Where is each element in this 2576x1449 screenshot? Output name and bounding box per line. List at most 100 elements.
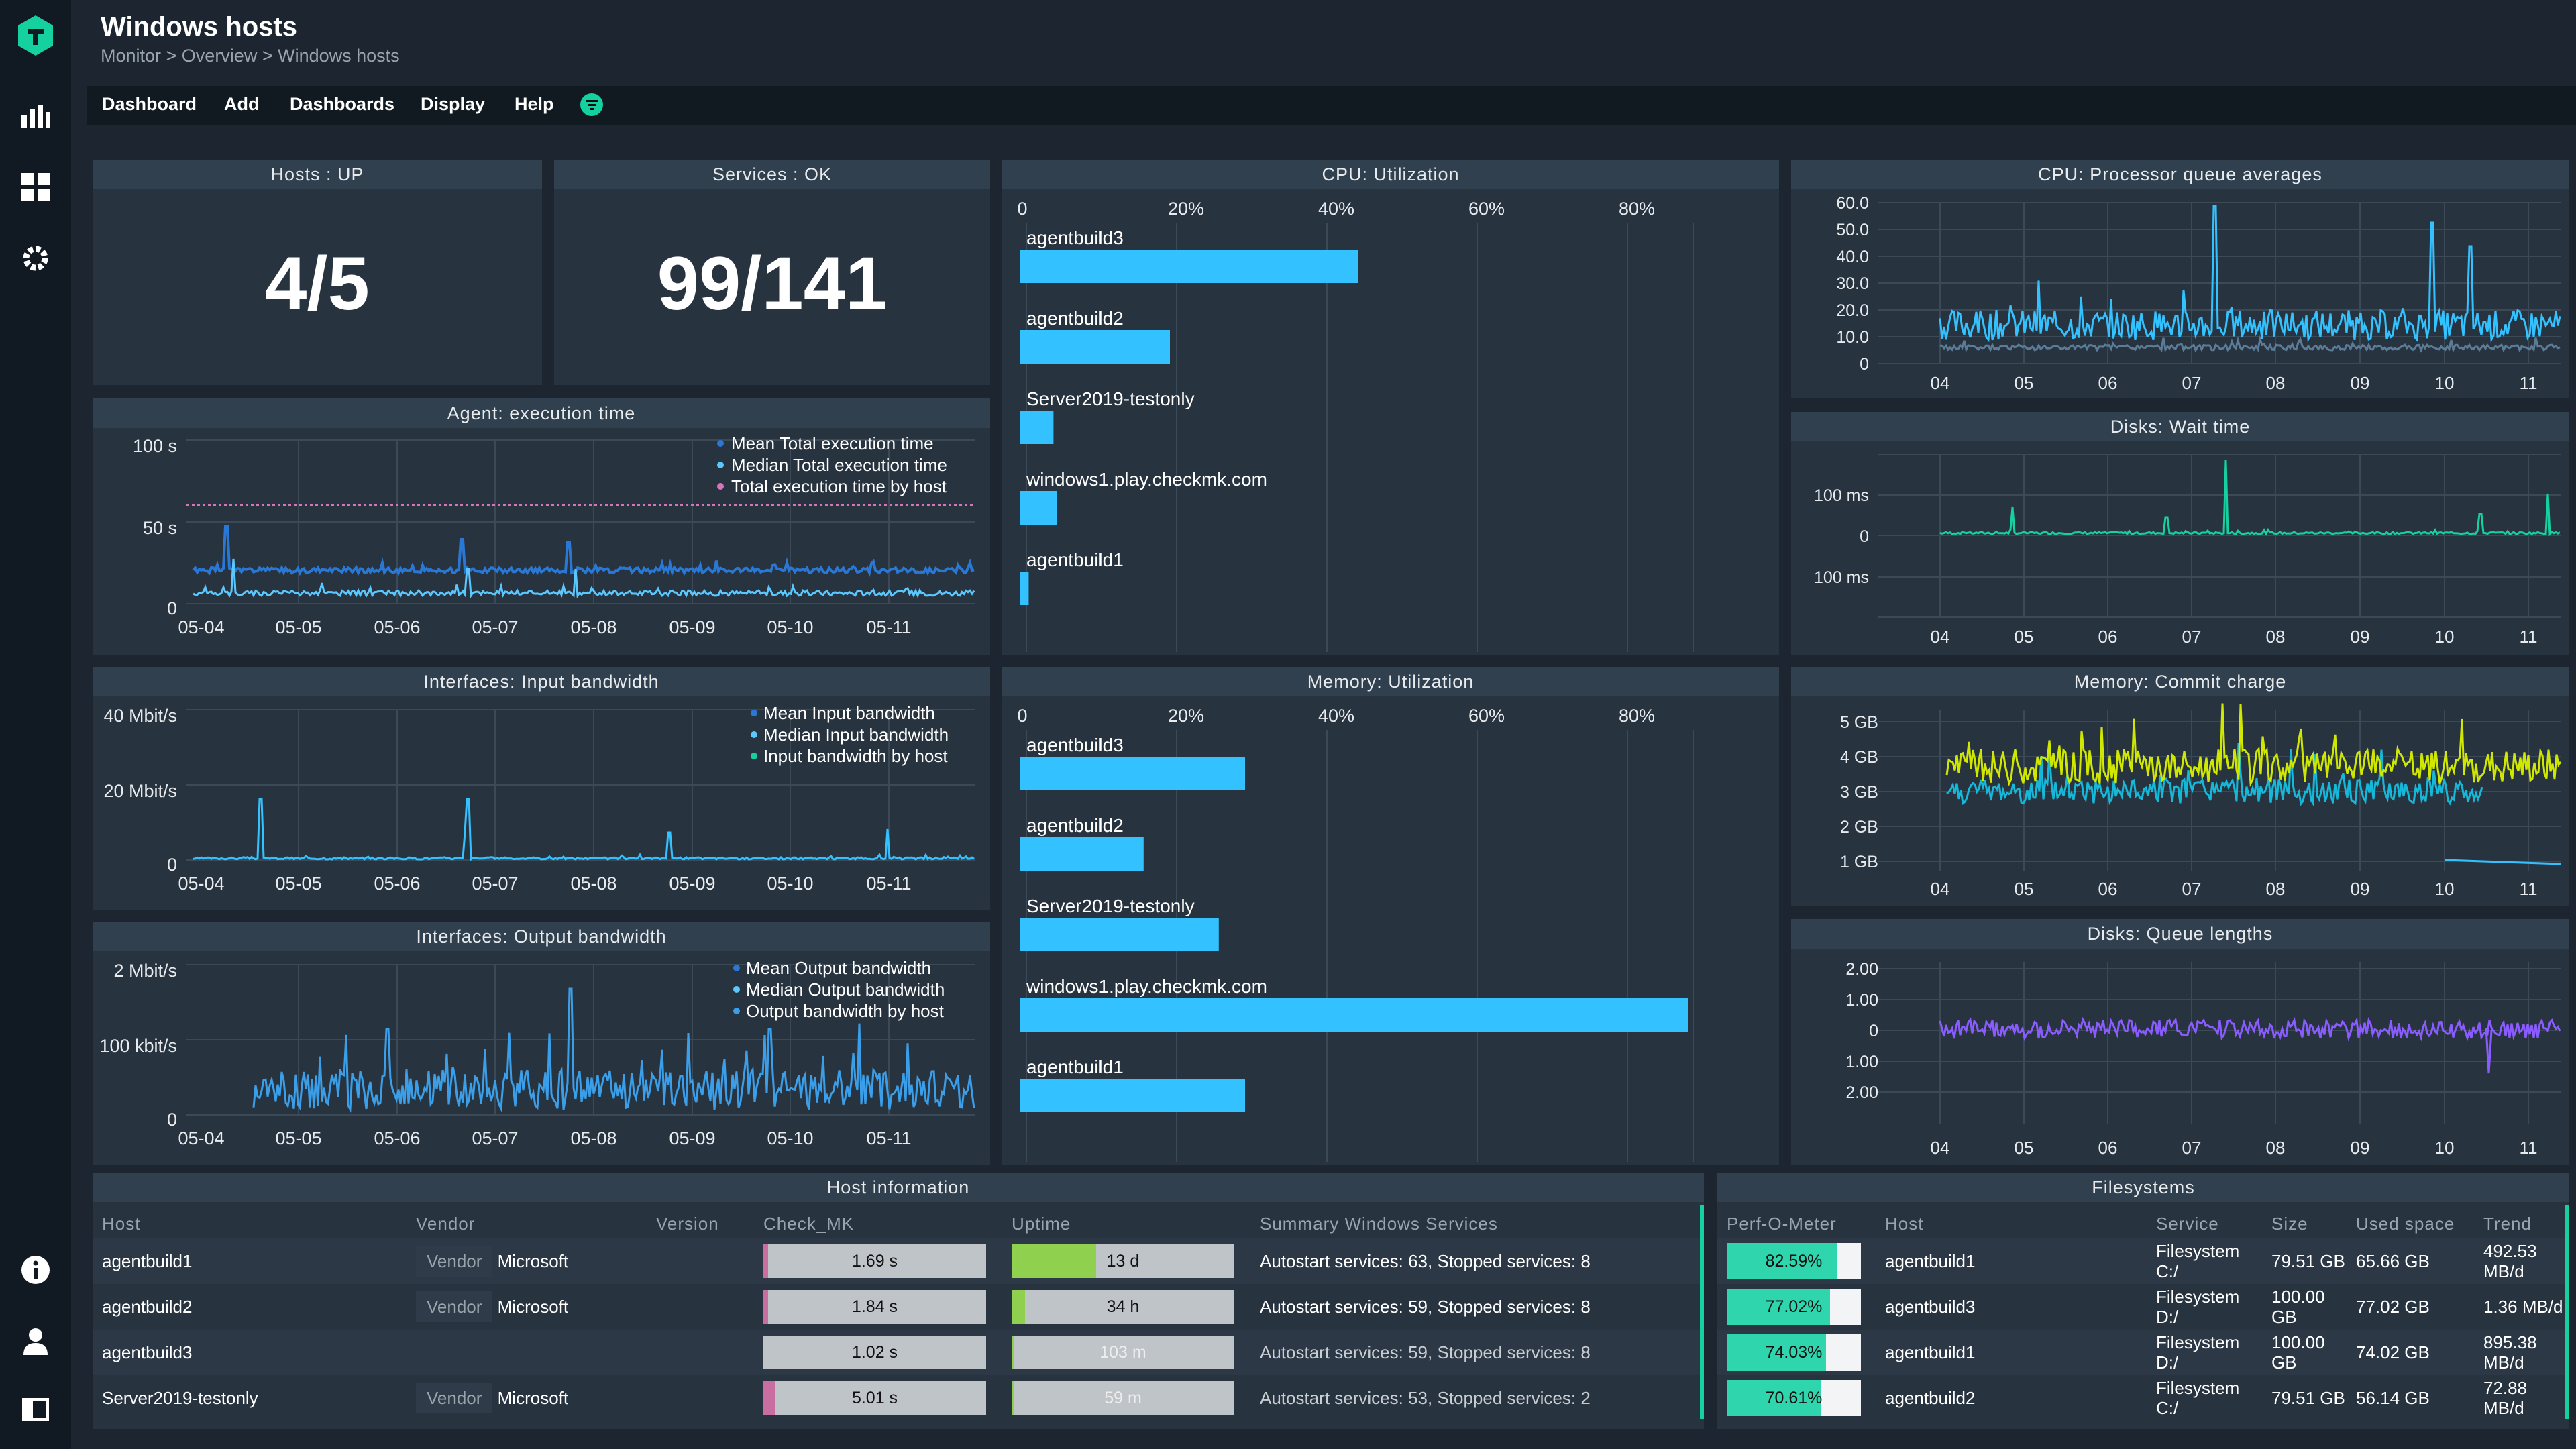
user-icon[interactable] [16,1322,55,1360]
col-host[interactable]: Host [102,1213,141,1234]
filter-icon[interactable] [580,93,604,120]
perf-o-meter[interactable]: 70.61% [1727,1380,1861,1416]
sidebar-toggle-icon[interactable] [16,1390,55,1429]
perf-o-meter-cell: 82.59% [1717,1238,1876,1284]
hosts-up-value[interactable]: 4/5 [265,241,370,325]
bar[interactable] [1020,918,1219,951]
table-row[interactable]: Server2019-testonly Vendor Microsoft 5.01 … [93,1375,1700,1421]
table-row[interactable]: 74.03% agentbuild1 Filesystem D:/ 100.00 GB… [1717,1330,2565,1375]
output-bandwidth-graph[interactable]: 2 Mbit/s 100 kbit/s 0 05-04 05-05 05-06 … [93,951,990,1165]
memory-commit-graph[interactable]: 5 GB 4 GB 3 GB 2 GB 1 GB 04 05 06 07 08 … [1791,696,2569,906]
host-link[interactable]: agentbuild3 [102,1342,193,1362]
col-trend[interactable]: Trend [2483,1213,2532,1234]
col-summary[interactable]: Summary Windows Services [1260,1213,1498,1234]
services-ok-dashlet[interactable]: Services : OK 99/141 [554,160,990,385]
table-row[interactable]: 82.59% agentbuild1 Filesystem C:/ 79.51 GB 6… [1717,1238,2565,1284]
bar[interactable] [1020,411,1054,444]
disk-queue-graph[interactable]: 2.00 1.00 0 1.00 2.00 04 05 06 07 08 09 … [1791,949,2569,1165]
col-used-space[interactable]: Used space [2356,1213,2455,1234]
table-row[interactable]: 70.61% agentbuild2 Filesystem C:/ 79.51 GB 5… [1717,1375,2565,1421]
input-bandwidth-graph[interactable]: 40 Mbit/s 20 Mbit/s 0 05-04 05-05 05-06 … [93,696,990,910]
col-version[interactable]: Version [656,1213,719,1234]
host-link[interactable]: Server2019-testonly [102,1387,258,1408]
disk-wait-graph[interactable]: 100 ms 0 100 ms 04 05 06 07 08 09 10 11 [1791,441,2569,655]
dashlet-title: Disks: Wait time [1791,412,2569,441]
summary-cell[interactable]: Autostart services: 63, Stopped services… [1260,1250,1591,1271]
vendor-value: Microsoft [497,1388,569,1408]
vendor-cell: Vendor Microsoft [407,1375,647,1421]
uptime-bar[interactable]: 103 m [1012,1336,1234,1369]
monitor-chart-icon[interactable] [16,97,55,136]
cpu-utilization-chart[interactable]: 0 20% 40% 60% 80% agentbuild3 agentbuild2… [1002,189,1779,655]
host-link[interactable]: agentbuild1 [102,1250,193,1271]
perf-o-meter-fill [1727,1334,1827,1371]
mean-series-line [192,525,975,577]
bar[interactable] [1020,998,1688,1032]
info-icon[interactable] [16,1250,55,1289]
host-link[interactable]: agentbuild3 [1885,1296,1976,1317]
uptime-bar[interactable]: 59 m [1012,1381,1234,1415]
menu-display[interactable]: Display [421,94,486,114]
bar[interactable] [1020,330,1170,364]
bar[interactable] [1020,837,1144,871]
service-link[interactable]: Filesystem D:/ [2156,1332,2240,1373]
checkmk-logo-icon[interactable] [16,15,55,56]
host-link[interactable]: agentbuild2 [102,1296,193,1317]
menu-add[interactable]: Add [224,94,260,114]
col-vendor[interactable]: Vendor [416,1213,476,1234]
col-perf-o-meter[interactable]: Perf-O-Meter [1727,1213,1837,1234]
menu-dashboards[interactable]: Dashboards [290,94,395,114]
check-mk-bar[interactable]: 1.69 s [763,1244,986,1278]
perf-o-meter[interactable]: 77.02% [1727,1289,1861,1325]
col-service[interactable]: Service [2156,1213,2219,1234]
uptime-bar[interactable]: 13 d [1012,1244,1234,1278]
memory-utilization-chart[interactable]: 0 20% 40% 60% 80% agentbuild3 agentbuild2… [1002,696,1779,1165]
uptime-bar[interactable]: 34 h [1012,1290,1234,1324]
scrollbar[interactable] [1700,1205,1704,1419]
perf-o-meter[interactable]: 74.03% [1727,1334,1861,1371]
col-check-mk[interactable]: Check_MK [763,1213,855,1234]
host-link[interactable]: agentbuild2 [1885,1387,1976,1408]
summary-cell[interactable]: Autostart services: 53, Stopped services… [1260,1387,1591,1408]
x-tick: 05-10 [767,1128,813,1148]
bar[interactable] [1020,572,1029,605]
setup-grid-icon[interactable] [16,168,55,207]
services-ok-value[interactable]: 99/141 [657,241,888,325]
gear-icon[interactable] [16,239,55,278]
table-row[interactable]: agentbuild1 Vendor Microsoft 1.69 s 13 d Aut… [93,1238,1700,1284]
agent-exec-time-graph[interactable]: 100 s 50 s 0 05-04 05-05 05-06 05-07 05-… [93,428,990,655]
col-size[interactable]: Size [2271,1213,2308,1234]
y-tick: 0 [167,1110,177,1130]
scrollbar[interactable] [2565,1205,2569,1419]
service-link[interactable]: Filesystem C:/ [2156,1241,2240,1281]
perf-o-meter[interactable]: 82.59% [1727,1243,1861,1279]
col-uptime[interactable]: Uptime [1012,1213,1071,1234]
service-link[interactable]: Filesystem C:/ [2156,1378,2240,1418]
bar[interactable] [1020,1079,1245,1112]
host-link[interactable]: agentbuild1 [1885,1250,1976,1271]
check-mk-bar[interactable]: 1.84 s [763,1290,986,1324]
check-mk-bar[interactable]: 1.02 s [763,1336,986,1369]
host-link[interactable]: agentbuild1 [1885,1342,1976,1362]
hosts-up-dashlet[interactable]: Hosts : UP 4/5 [93,160,542,385]
x-tick: 05 [2015,879,2034,899]
summary-cell[interactable]: Autostart services: 59, Stopped services… [1260,1296,1591,1317]
menu-help[interactable]: Help [515,94,554,114]
x-tick: 05-05 [275,873,321,894]
table-row[interactable]: agentbuild2 Vendor Microsoft 1.84 s 34 h Aut… [93,1284,1700,1330]
bar[interactable] [1020,491,1057,525]
col-host[interactable]: Host [1885,1213,1924,1234]
check-mk-bar[interactable]: 5.01 s [763,1381,986,1415]
x-tick: 10 [2435,627,2455,647]
bar[interactable] [1020,757,1245,790]
size-cell: 100.00 GB [2271,1332,2325,1373]
cpu-queue-graph[interactable]: 60.0 50.0 40.0 30.0 20.0 10.0 0 04 05 06… [1791,189,2569,398]
summary-cell[interactable]: Autostart services: 59, Stopped services… [1260,1342,1591,1362]
breadcrumb[interactable]: Monitor > Overview > Windows hosts [101,46,400,66]
bar[interactable] [1020,250,1358,283]
menu-dashboard[interactable]: Dashboard [102,94,197,114]
service-link[interactable]: Filesystem D:/ [2156,1287,2240,1327]
table-row[interactable]: agentbuild3 1.02 s 103 m Autostart services… [93,1330,1700,1375]
legend-mean: Mean Input bandwidth [763,703,935,723]
table-row[interactable]: 77.02% agentbuild3 Filesystem D:/ 100.00 GB… [1717,1284,2565,1330]
